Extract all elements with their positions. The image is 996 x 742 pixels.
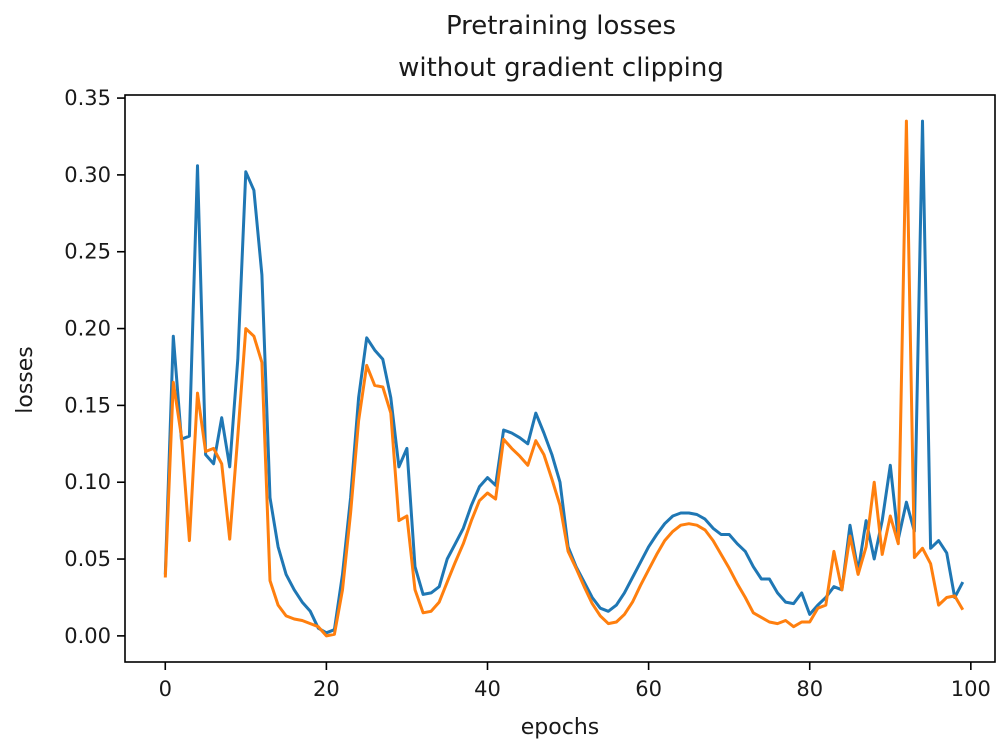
y-tick-label: 0.05 (64, 547, 111, 571)
x-axis-label: epochs (521, 715, 599, 740)
y-tick-label: 0.35 (64, 86, 111, 110)
x-tick-label: 100 (951, 677, 991, 701)
y-tick-label: 0.30 (64, 163, 111, 187)
axes-frame (124, 94, 996, 663)
x-tick-label: 80 (796, 677, 823, 701)
y-tick-label: 0.25 (64, 240, 111, 264)
y-tick-label: 0.20 (64, 317, 111, 341)
x-tick-label: 60 (635, 677, 662, 701)
chart-title-line-2: without gradient clipping (398, 53, 724, 83)
y-axis-label: losses (13, 346, 38, 414)
chart-title-line-1: Pretraining losses (446, 11, 676, 41)
y-tick-label: 0.15 (64, 393, 111, 417)
x-tick-label: 20 (313, 677, 340, 701)
x-tick-label: 0 (159, 677, 172, 701)
plot-area (163, 119, 965, 638)
x-axis: 0 20 40 60 80 100 (159, 662, 991, 701)
series-line-2 (163, 119, 965, 638)
series-line-1 (163, 119, 965, 635)
y-tick-label: 0.00 (64, 624, 111, 648)
y-axis: 0.00 0.05 0.10 0.15 0.20 0.25 0.30 0.35 (64, 86, 125, 648)
y-tick-label: 0.10 (64, 470, 111, 494)
x-tick-label: 40 (474, 677, 501, 701)
